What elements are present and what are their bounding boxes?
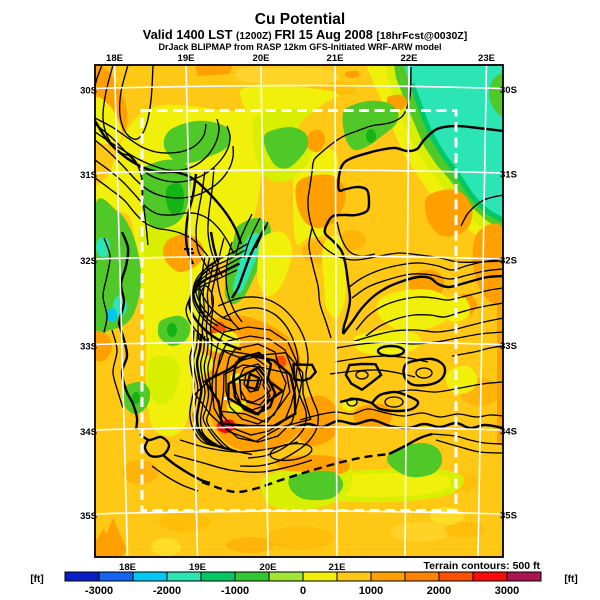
svg-text:1000: 1000 xyxy=(359,585,383,597)
svg-text:-1000: -1000 xyxy=(221,585,249,597)
svg-text:34S: 34S xyxy=(500,427,517,438)
svg-text:DrJack BLIPMAP from RASP 12km: DrJack BLIPMAP from RASP 12km GFS-Initia… xyxy=(158,42,441,52)
svg-text:-3000: -3000 xyxy=(85,585,113,597)
svg-text:2000: 2000 xyxy=(427,585,451,597)
svg-text:34S: 34S xyxy=(80,427,97,438)
svg-text:31S: 31S xyxy=(500,170,517,181)
svg-text:3000: 3000 xyxy=(495,585,519,597)
svg-text:32S: 32S xyxy=(80,256,97,267)
svg-text:20E: 20E xyxy=(253,53,270,64)
svg-text:[ft]: [ft] xyxy=(30,574,43,585)
svg-text:Cu Potential: Cu Potential xyxy=(255,11,345,28)
svg-text:[ft]: [ft] xyxy=(564,574,577,585)
svg-text:19E: 19E xyxy=(189,562,206,573)
svg-text:30S: 30S xyxy=(80,86,97,97)
svg-text:-2000: -2000 xyxy=(153,585,181,597)
svg-text:19E: 19E xyxy=(178,53,195,64)
svg-text:Valid 1400 LST (1200Z) FRI 15: Valid 1400 LST (1200Z) FRI 15 Aug 2008 [… xyxy=(143,27,467,42)
svg-text:21E: 21E xyxy=(327,53,344,64)
svg-text:22E: 22E xyxy=(401,53,418,64)
svg-text:20E: 20E xyxy=(260,562,277,573)
svg-text:21E: 21E xyxy=(329,562,346,573)
svg-text:23E: 23E xyxy=(478,53,495,64)
svg-text:0: 0 xyxy=(300,585,306,597)
svg-text:33S: 33S xyxy=(80,342,97,353)
svg-text:33S: 33S xyxy=(500,341,517,352)
svg-text:18E: 18E xyxy=(106,53,123,64)
svg-text:31S: 31S xyxy=(80,170,97,181)
svg-text:35S: 35S xyxy=(500,511,517,522)
svg-text:18E: 18E xyxy=(119,562,136,573)
svg-text:32S: 32S xyxy=(500,256,517,267)
svg-text:35S: 35S xyxy=(80,511,97,522)
svg-text:Terrain contours: 500 ft: Terrain contours: 500 ft xyxy=(424,560,541,572)
svg-text:30S: 30S xyxy=(500,85,517,96)
